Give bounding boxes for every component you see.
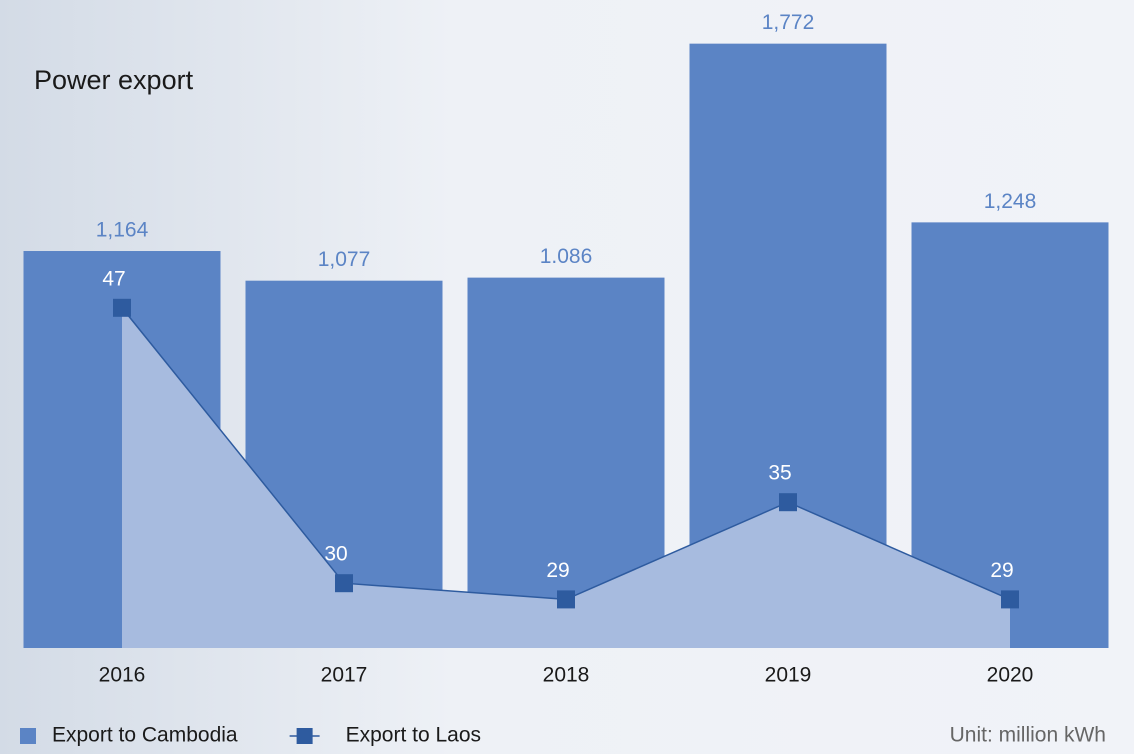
x-tick-label: 2020: [987, 664, 1034, 687]
legend-label: Export to Cambodia: [52, 724, 238, 747]
line-value-label: 47: [102, 267, 125, 290]
line-marker: [557, 590, 575, 609]
bar-value-label: 1,164: [96, 219, 149, 242]
bar-value-label: 1,077: [318, 248, 371, 271]
line-marker: [779, 493, 797, 512]
legend-swatch: [20, 728, 36, 744]
line-value-label: 35: [768, 462, 791, 485]
line-area: [122, 307, 1010, 648]
x-tick-label: 2018: [543, 664, 590, 687]
chart-title: Power export: [34, 65, 194, 95]
line-value-label: 29: [990, 559, 1013, 582]
legend-swatch: [296, 728, 313, 744]
x-tick-label: 2016: [99, 664, 146, 687]
x-tick-label: 2017: [321, 664, 368, 687]
annotation: Unit: million kWh: [950, 724, 1106, 747]
line-marker: [1001, 590, 1019, 609]
bar-value-label: 1,248: [984, 190, 1037, 213]
line-value-label: 30: [324, 543, 347, 566]
bar-value-label: 1.086: [540, 245, 593, 268]
x-tick-label: 2019: [765, 664, 812, 687]
bar-value-label: 1,772: [762, 11, 815, 34]
line-marker: [335, 574, 353, 593]
line-value-label: 29: [546, 559, 569, 582]
legend-label: Export to Laos: [346, 724, 481, 747]
line-marker: [113, 298, 131, 317]
